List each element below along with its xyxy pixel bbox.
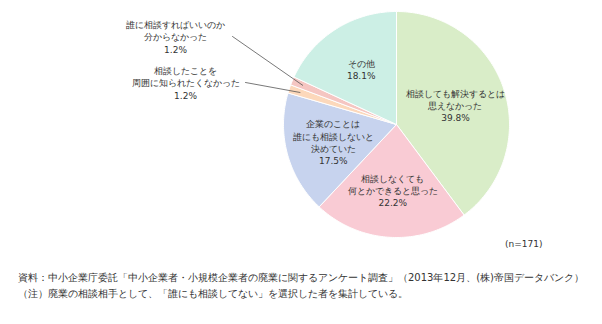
- html-text:（注）廃業の相談相手として、「誰にも相談してない」を選択した: （注）廃業の相談相手として、「誰にも相談してない」を選択した者を集計している。: [18, 288, 408, 299]
- svg-text:企業のことは誰にも相談しないと決めていた17.5%: 企業のことは誰にも相談しないと決めていた17.5%: [293, 119, 374, 165]
- html-text:資料：中小企業庁委託「中小企業者・小規模企業者の廃業に関する: 資料：中小企業庁委託「中小企業者・小規模企業者の廃業に関するアンケート調査」（2…: [18, 272, 584, 283]
- svg-text:その他18.1%: その他18.1%: [347, 59, 376, 81]
- svg-text:相談しなくても何とかできると思った22.2%: 相談しなくても何とかできると思った22.2%: [348, 174, 438, 208]
- svg-text:相談しても解決するとは思えなかった39.8%: 相談しても解決するとは思えなかった39.8%: [406, 89, 505, 123]
- svg-text:誰に相談すればいいのか分からなかった1.2%: 誰に相談すればいいのか分からなかった1.2%: [126, 20, 225, 54]
- svg-text:(n=171): (n=171): [505, 239, 542, 249]
- svg-text:相談したことを周囲に知られたくなかった1.2%: 相談したことを周囲に知られたくなかった1.2%: [132, 66, 240, 100]
